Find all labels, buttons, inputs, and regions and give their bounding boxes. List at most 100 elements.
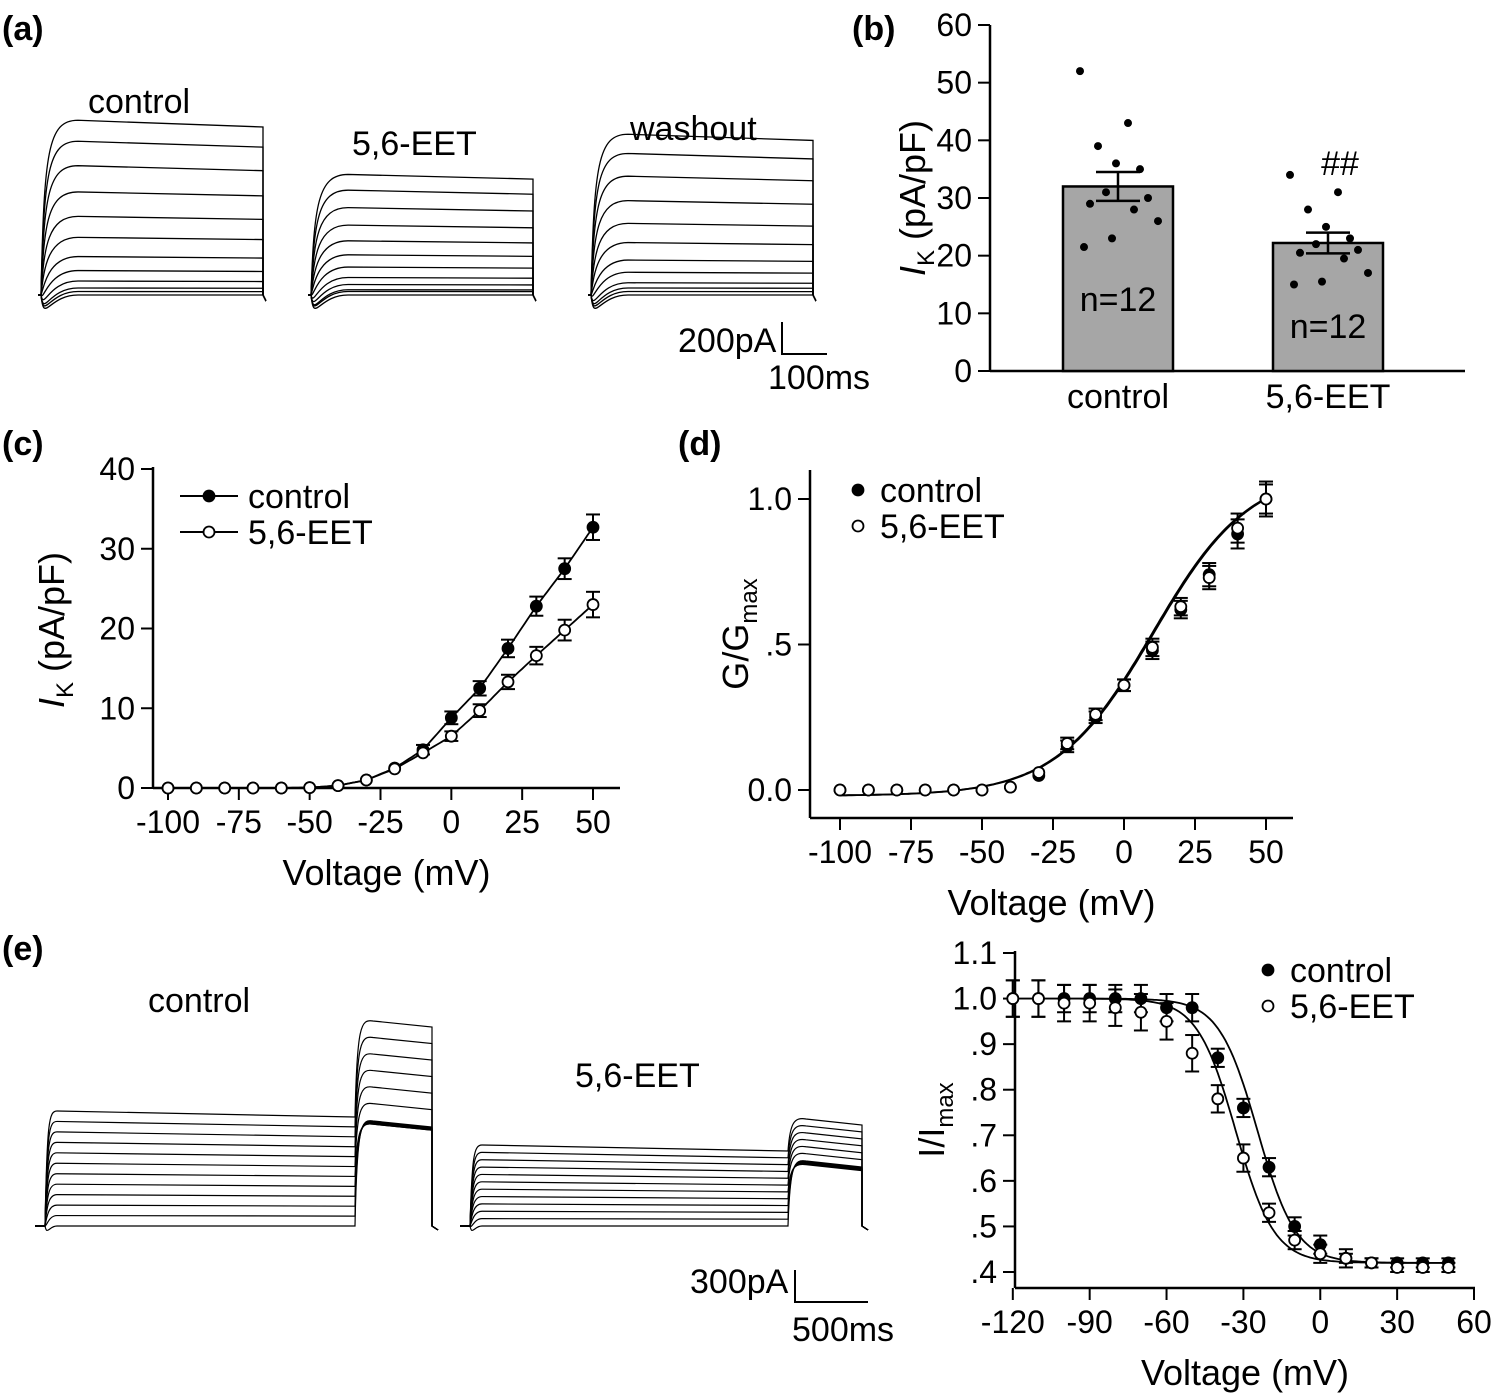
trace-a-1-1 [308, 290, 537, 307]
panel-c-marker-open [161, 781, 175, 795]
panel-e-x-axis-label: Voltage (mV) [1141, 1352, 1349, 1393]
panel-d-x-tick-label: -25 [1030, 834, 1076, 870]
trace-a-0-8 [38, 191, 267, 302]
panel-d-marker-open [1004, 780, 1017, 794]
b-data-point [1346, 234, 1354, 243]
panel-e-legend-marker [1261, 999, 1275, 1013]
panel-e-y-tick-label: 1.1 [953, 935, 997, 971]
panel-c-marker-open [189, 781, 203, 795]
b-data-point [1094, 142, 1102, 151]
b-y-tick-label: 20 [936, 238, 972, 274]
panel-c-legend-label: 5,6-EET [248, 514, 373, 552]
panel-d-marker-open [1202, 571, 1216, 584]
b-data-point [1354, 245, 1362, 254]
panel-d-marker-open [1259, 492, 1273, 506]
b-data-point [1086, 199, 1094, 208]
b-y-tick-label: 40 [936, 122, 972, 158]
panel-b-bar-chart: 0 10 20 30 40 50 60 control n=12 5,6-EET n=12 ## IK … [892, 7, 1465, 416]
panel-c-marker-open [529, 649, 543, 663]
trace-a-2-8 [588, 200, 817, 302]
panel-c-marker-open [473, 704, 487, 718]
panel-c-marker-open [274, 781, 288, 795]
trace-label-control: control [88, 83, 190, 121]
panel-c-x-tick-label: 50 [575, 804, 611, 840]
panel-e-inactivation-chart: -120 -90 -60 -30 0 30 60 .4 .5 .6 .7 .8 .9 1.0 1.1 Volt… [911, 935, 1492, 1393]
trace-a-2-7 [588, 222, 817, 302]
panel-c-marker-open [331, 779, 345, 793]
panel-c-x-tick-label: 0 [442, 804, 460, 840]
panel-e-marker-open [1237, 1151, 1250, 1165]
panel-d-x-axis-label: Voltage (mV) [947, 882, 1155, 923]
panel-d-fit-line [840, 497, 1267, 797]
trace-a-2-4 [588, 271, 817, 302]
trace-a-0-4 [38, 269, 267, 302]
b-x-tick-label: 5,6-EET [1266, 378, 1391, 416]
panel-d-marker-open [1089, 707, 1102, 721]
panel-e-marker-open [1288, 1233, 1302, 1247]
panel-c-marker-open [303, 781, 317, 795]
b-bar [1061, 185, 1175, 373]
panel-c-fit-line [168, 603, 594, 789]
b-data-point [1154, 217, 1162, 226]
panel-d-y-tick-label: 0.0 [748, 772, 792, 808]
trace-e-0-5 [35, 1123, 439, 1231]
panel-e-marker-open [1416, 1261, 1430, 1274]
b-data-point [1102, 188, 1110, 197]
panel-e-marker-open [1134, 1005, 1148, 1019]
panel-e-marker-open [1160, 1014, 1173, 1028]
b-y-tick-label: 0 [954, 353, 972, 389]
trace-a-1-4 [308, 276, 537, 302]
trace-a-2-11 [588, 133, 817, 302]
panel-d-legend-label: 5,6-EET [880, 508, 1005, 546]
panel-c-legend-label: control [248, 478, 350, 516]
panel-c-fit-line [168, 526, 594, 789]
panel-e-legend-label: 5,6-EET [1290, 988, 1415, 1026]
panel-e-fit-line [1012, 997, 1449, 1264]
trace-label-e-eet: 5,6-EET [575, 1057, 700, 1095]
panel-d-marker-open [947, 783, 960, 797]
trace-label-washout: washout [629, 110, 757, 148]
trace-e-1-1 [460, 1160, 869, 1231]
panel-e-trace-group [35, 1020, 869, 1231]
panel-e-marker-open [1262, 1206, 1276, 1220]
trace-a-0-0 [38, 294, 267, 309]
b-data-point [1286, 170, 1294, 179]
trace-e-1-2 [460, 1161, 869, 1231]
b-data-point [1312, 240, 1320, 249]
trace-a-1-0 [308, 294, 537, 309]
panel-e-x-tick-label: -60 [1143, 1304, 1189, 1340]
panel-d-x-tick-label: -75 [888, 834, 934, 870]
trace-a-2-0 [588, 294, 817, 309]
panel-d-legend-marker [851, 519, 865, 533]
panel-e-y-tick-label: .8 [970, 1072, 997, 1108]
panel-c-marker-open [558, 623, 572, 637]
panel-c-marker-open [501, 675, 515, 689]
panel-c-marker-open [586, 598, 600, 611]
panel-d-x-tick-label: 50 [1248, 834, 1284, 870]
panel-c-marker-filled [558, 562, 572, 576]
scale-time-e: 500ms [792, 1311, 894, 1349]
b-significance: ## [1321, 145, 1359, 183]
panel-d-marker-open [833, 783, 847, 797]
b-data-point [1340, 254, 1348, 263]
panel-c-marker-open [388, 762, 402, 776]
b-y-tick-label: 10 [936, 295, 972, 331]
panel-e-marker-open [1390, 1261, 1404, 1274]
trace-e-1-0 [460, 1160, 869, 1231]
trace-e-1-10 [460, 1124, 869, 1231]
b-y-tick-label: 30 [936, 180, 972, 216]
trace-e-0-11 [35, 1020, 439, 1231]
panel-d-y-axis-label: G/Gmax [715, 578, 763, 689]
trace-a-2-1 [588, 290, 817, 307]
panel-c-marker-filled [586, 520, 600, 534]
trace-label-eet: 5,6-EET [352, 125, 477, 163]
panel-d-marker-open [1032, 766, 1046, 779]
b-data-point [1136, 165, 1144, 174]
panel-label-a: (a) [2, 10, 44, 48]
panel-c-x-tick-label: -100 [136, 804, 200, 840]
panel-e-x-tick-label: -120 [981, 1304, 1045, 1340]
b-n-label: n=12 [1080, 281, 1157, 319]
panel-e-marker-filled [1262, 1160, 1276, 1174]
panel-e-marker-filled [1185, 1001, 1199, 1015]
panel-e-y-tick-label: .5 [970, 1208, 997, 1244]
